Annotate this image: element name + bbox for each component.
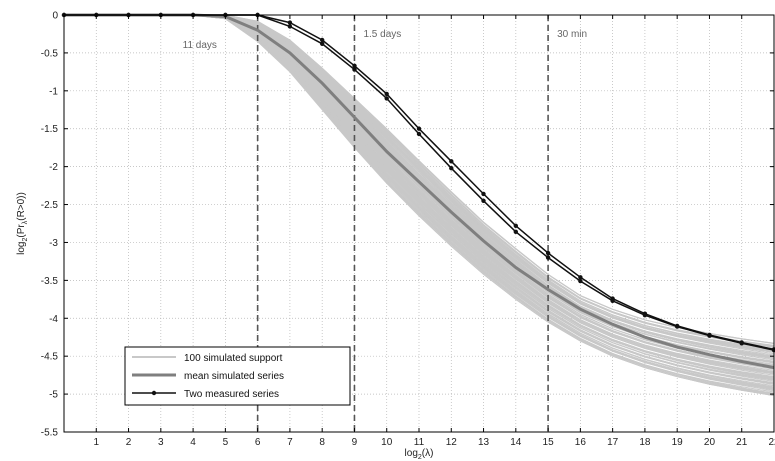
measured-point — [545, 255, 551, 260]
measured-point — [545, 250, 551, 256]
measured-point — [287, 24, 293, 29]
y-tick-label: -5.5 — [41, 428, 59, 439]
x-tick-label: 4 — [190, 437, 196, 448]
measured-point — [416, 126, 422, 131]
x-tick-label: 5 — [223, 437, 229, 448]
measured-point — [481, 191, 486, 197]
x-axis-label-sub: 2 — [418, 454, 422, 461]
y-tick-label: 0 — [52, 11, 58, 22]
x-tick-label: 8 — [319, 437, 325, 448]
measured-point — [384, 96, 389, 101]
x-tick-label: 14 — [510, 437, 522, 448]
measured-point — [513, 229, 518, 234]
y-tick-label: -4.5 — [41, 352, 59, 363]
legend: 100 simulated support mean simulated ser… — [124, 346, 351, 406]
y-tick-label: -3.5 — [41, 276, 59, 287]
y-tick-label: -2 — [49, 162, 58, 173]
x-axis-label-main: log — [405, 448, 418, 459]
legend-label-simulated: 100 simulated support — [184, 353, 283, 364]
x-tick-label: 22 — [768, 437, 775, 448]
y-tick-label: -4 — [49, 314, 58, 325]
vertical-marker-label: 1.5 days — [363, 29, 401, 40]
legend-swatch-measured-marker — [151, 390, 157, 396]
y-axis-label-sub2: λ — [22, 220, 29, 224]
measured-point — [707, 333, 712, 338]
y-tick-label: -3 — [49, 238, 58, 249]
axis-ticks: 123456789101112131415161718192021220-0.5… — [41, 11, 775, 449]
x-tick-label: 19 — [672, 437, 684, 448]
x-tick-label: 6 — [255, 437, 261, 448]
measured-point — [384, 91, 389, 97]
legend-label-mean: mean simulated series — [184, 371, 284, 382]
x-tick-label: 7 — [287, 437, 293, 448]
measured-point — [320, 41, 325, 46]
measured-point — [416, 131, 422, 137]
measured-point — [481, 198, 486, 203]
measured-point — [449, 166, 454, 171]
vertical-markers: 11 days 1.5 days 30 min — [183, 15, 587, 432]
x-tick-label: 3 — [158, 437, 164, 448]
x-tick-label: 2 — [126, 437, 132, 448]
measured-point — [610, 298, 615, 303]
measured-point — [578, 278, 583, 284]
x-tick-label: 11 — [414, 437, 425, 448]
measured-point — [513, 223, 518, 228]
x-tick-label: 10 — [381, 437, 393, 448]
y-axis-label-rest-a: (Pr — [16, 224, 27, 238]
measured-point — [287, 20, 293, 25]
y-tick-label: -5 — [49, 390, 58, 401]
y-axis-label-sub: 2 — [22, 238, 29, 242]
x-tick-label: 9 — [352, 437, 358, 448]
measured-point — [739, 341, 744, 346]
vertical-marker-label: 30 min — [557, 29, 587, 40]
measured-point — [320, 37, 325, 43]
measured-point — [578, 275, 583, 280]
x-axis-label-rest: (λ) — [422, 448, 434, 459]
measured-point — [642, 313, 648, 318]
y-tick-label: -2.5 — [41, 200, 59, 211]
y-tick-label: -1.5 — [41, 124, 59, 135]
x-axis-label: log2(λ) — [405, 448, 434, 461]
x-tick-label: 13 — [478, 437, 490, 448]
x-tick-label: 17 — [607, 437, 619, 448]
vertical-marker-label: 11 days — [183, 40, 217, 51]
y-tick-label: -0.5 — [41, 48, 59, 59]
legend-label-measured: Two measured series — [184, 389, 279, 400]
x-tick-label: 16 — [575, 437, 587, 448]
measured-point — [352, 63, 357, 68]
measured-point — [449, 159, 454, 164]
measured-point — [675, 324, 680, 329]
x-tick-label: 1 — [93, 437, 99, 448]
y-axis-label-rest-b: (R>0)) — [16, 192, 27, 221]
measured-point — [352, 67, 357, 72]
y-axis-label: log2(Prλ(R>0)) — [16, 192, 29, 255]
simulated-line — [64, 14, 775, 375]
x-tick-label: 20 — [704, 437, 716, 448]
x-tick-label: 21 — [736, 437, 748, 448]
y-tick-label: -1 — [49, 86, 58, 97]
x-tick-label: 12 — [446, 437, 458, 448]
x-tick-label: 18 — [639, 437, 651, 448]
y-axis-label-main: log — [16, 242, 27, 255]
x-tick-label: 15 — [543, 437, 555, 448]
